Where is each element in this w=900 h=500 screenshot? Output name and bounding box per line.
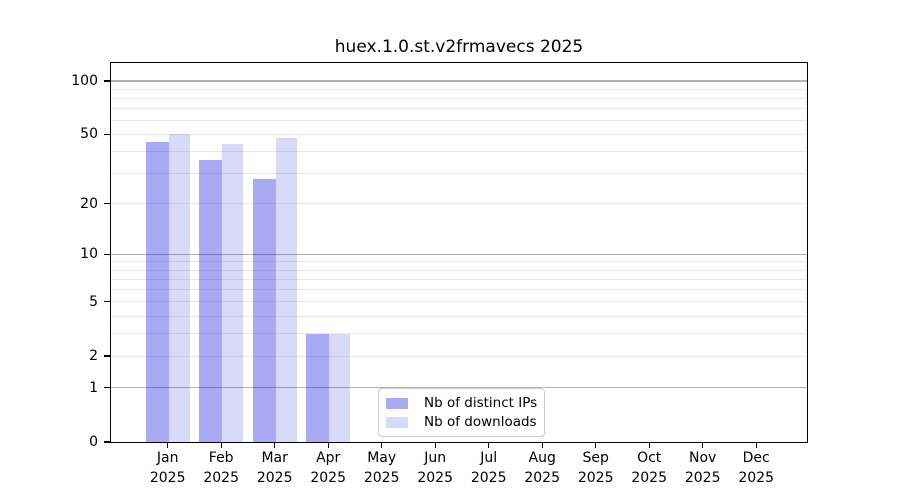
bar-distinct-ips-feb (199, 159, 223, 442)
gridline-minor-6 (111, 289, 807, 291)
x-tick-mark-jul (488, 443, 490, 448)
bar-downloads-mar (275, 137, 297, 442)
bar-distinct-ips-apr (306, 333, 330, 442)
x-tick-label-may: May 2025 (363, 450, 400, 486)
gridline-minor-60 (111, 119, 807, 121)
x-tick-mark-mar (274, 443, 276, 448)
y-tick-mark-20 (104, 203, 110, 205)
legend-label-downloads: Nb of downloads (424, 414, 537, 430)
gridline-minor-7 (111, 278, 807, 280)
x-tick-mark-may (381, 443, 383, 448)
x-tick-label-mar: Mar 2025 (256, 450, 293, 486)
y-tick-mark-10 (104, 253, 110, 255)
legend-entry-downloads: Nb of downloads (386, 414, 537, 430)
legend-label-distinct-ips: Nb of distinct IPs (424, 395, 538, 411)
x-tick-label-oct: Oct 2025 (631, 450, 667, 486)
gridline-minor-50 (111, 133, 807, 135)
legend-swatch-downloads (386, 416, 408, 428)
y-tick-label-10: 10 (80, 246, 98, 263)
gridline-major-10 (111, 253, 807, 256)
x-tick-mark-apr (327, 443, 329, 448)
legend-swatch-distinct-ips (386, 397, 408, 409)
y-tick-label-1: 1 (89, 379, 98, 396)
gridline-minor-8 (111, 269, 807, 271)
x-tick-label-jun: Jun 2025 (417, 450, 453, 486)
x-tick-label-jul: Jul 2025 (470, 450, 507, 486)
x-tick-label-jan: Jan 2025 (149, 450, 186, 486)
bar-downloads-apr (329, 333, 351, 442)
x-tick-mark-jun (434, 443, 436, 448)
gridline-minor-90 (111, 88, 807, 90)
y-tick-label-50: 50 (80, 126, 98, 143)
chart-title: huex.1.0.st.v2frmavecs 2025 (334, 37, 584, 57)
legend-entry-distinct-ips: Nb of distinct IPs (386, 395, 538, 411)
y-tick-mark-100 (104, 80, 110, 82)
x-tick-label-apr: Apr 2025 (310, 450, 346, 486)
gridline-minor-30 (111, 172, 807, 174)
y-tick-mark-50 (104, 133, 110, 135)
gridline-minor-4 (111, 315, 807, 317)
gridline-minor-2 (111, 355, 807, 357)
x-tick-mark-feb (220, 443, 222, 448)
y-tick-label-20: 20 (80, 195, 98, 212)
y-tick-label-5: 5 (89, 293, 98, 310)
x-tick-label-feb: Feb 2025 (203, 450, 239, 486)
bar-downloads-jan (168, 134, 190, 442)
bars-layer (111, 63, 807, 442)
gridline-minor-20 (111, 203, 807, 205)
x-tick-label-sep: Sep 2025 (577, 450, 614, 486)
gridline-minor-70 (111, 107, 807, 109)
gridline-major-100 (111, 80, 807, 82)
plot-area (110, 62, 808, 443)
gridline-minor-9 (111, 261, 807, 263)
y-tick-label-0: 0 (89, 434, 98, 450)
gridline-minor-5 (111, 301, 807, 303)
x-tick-mark-oct (648, 443, 650, 448)
x-tick-mark-nov (702, 443, 704, 448)
gridline-minor-3 (111, 333, 807, 335)
x-tick-mark-aug (541, 443, 543, 448)
y-tick-mark-0 (104, 441, 110, 443)
x-tick-mark-jan (167, 443, 169, 448)
bar-distinct-ips-mar (252, 178, 276, 442)
x-tick-label-dec: Dec 2025 (738, 450, 774, 486)
bar-distinct-ips-jan (145, 142, 169, 442)
bar-downloads-feb (222, 144, 244, 442)
grid-layer (111, 63, 807, 442)
gridline-minor-40 (111, 150, 807, 152)
y-tick-mark-1 (104, 387, 110, 389)
legend: Nb of distinct IPs Nb of downloads (378, 388, 545, 437)
x-tick-label-aug: Aug 2025 (524, 450, 560, 486)
y-tick-mark-2 (104, 355, 110, 357)
x-tick-mark-dec (755, 443, 757, 448)
y-tick-label-100: 100 (71, 72, 98, 89)
gridline-minor-80 (111, 97, 807, 99)
gridline-major-1 (111, 387, 807, 389)
y-tick-mark-5 (104, 301, 110, 303)
x-tick-mark-sep (595, 443, 597, 448)
y-tick-label-2: 2 (89, 348, 98, 365)
x-tick-label-nov: Nov 2025 (684, 450, 721, 486)
